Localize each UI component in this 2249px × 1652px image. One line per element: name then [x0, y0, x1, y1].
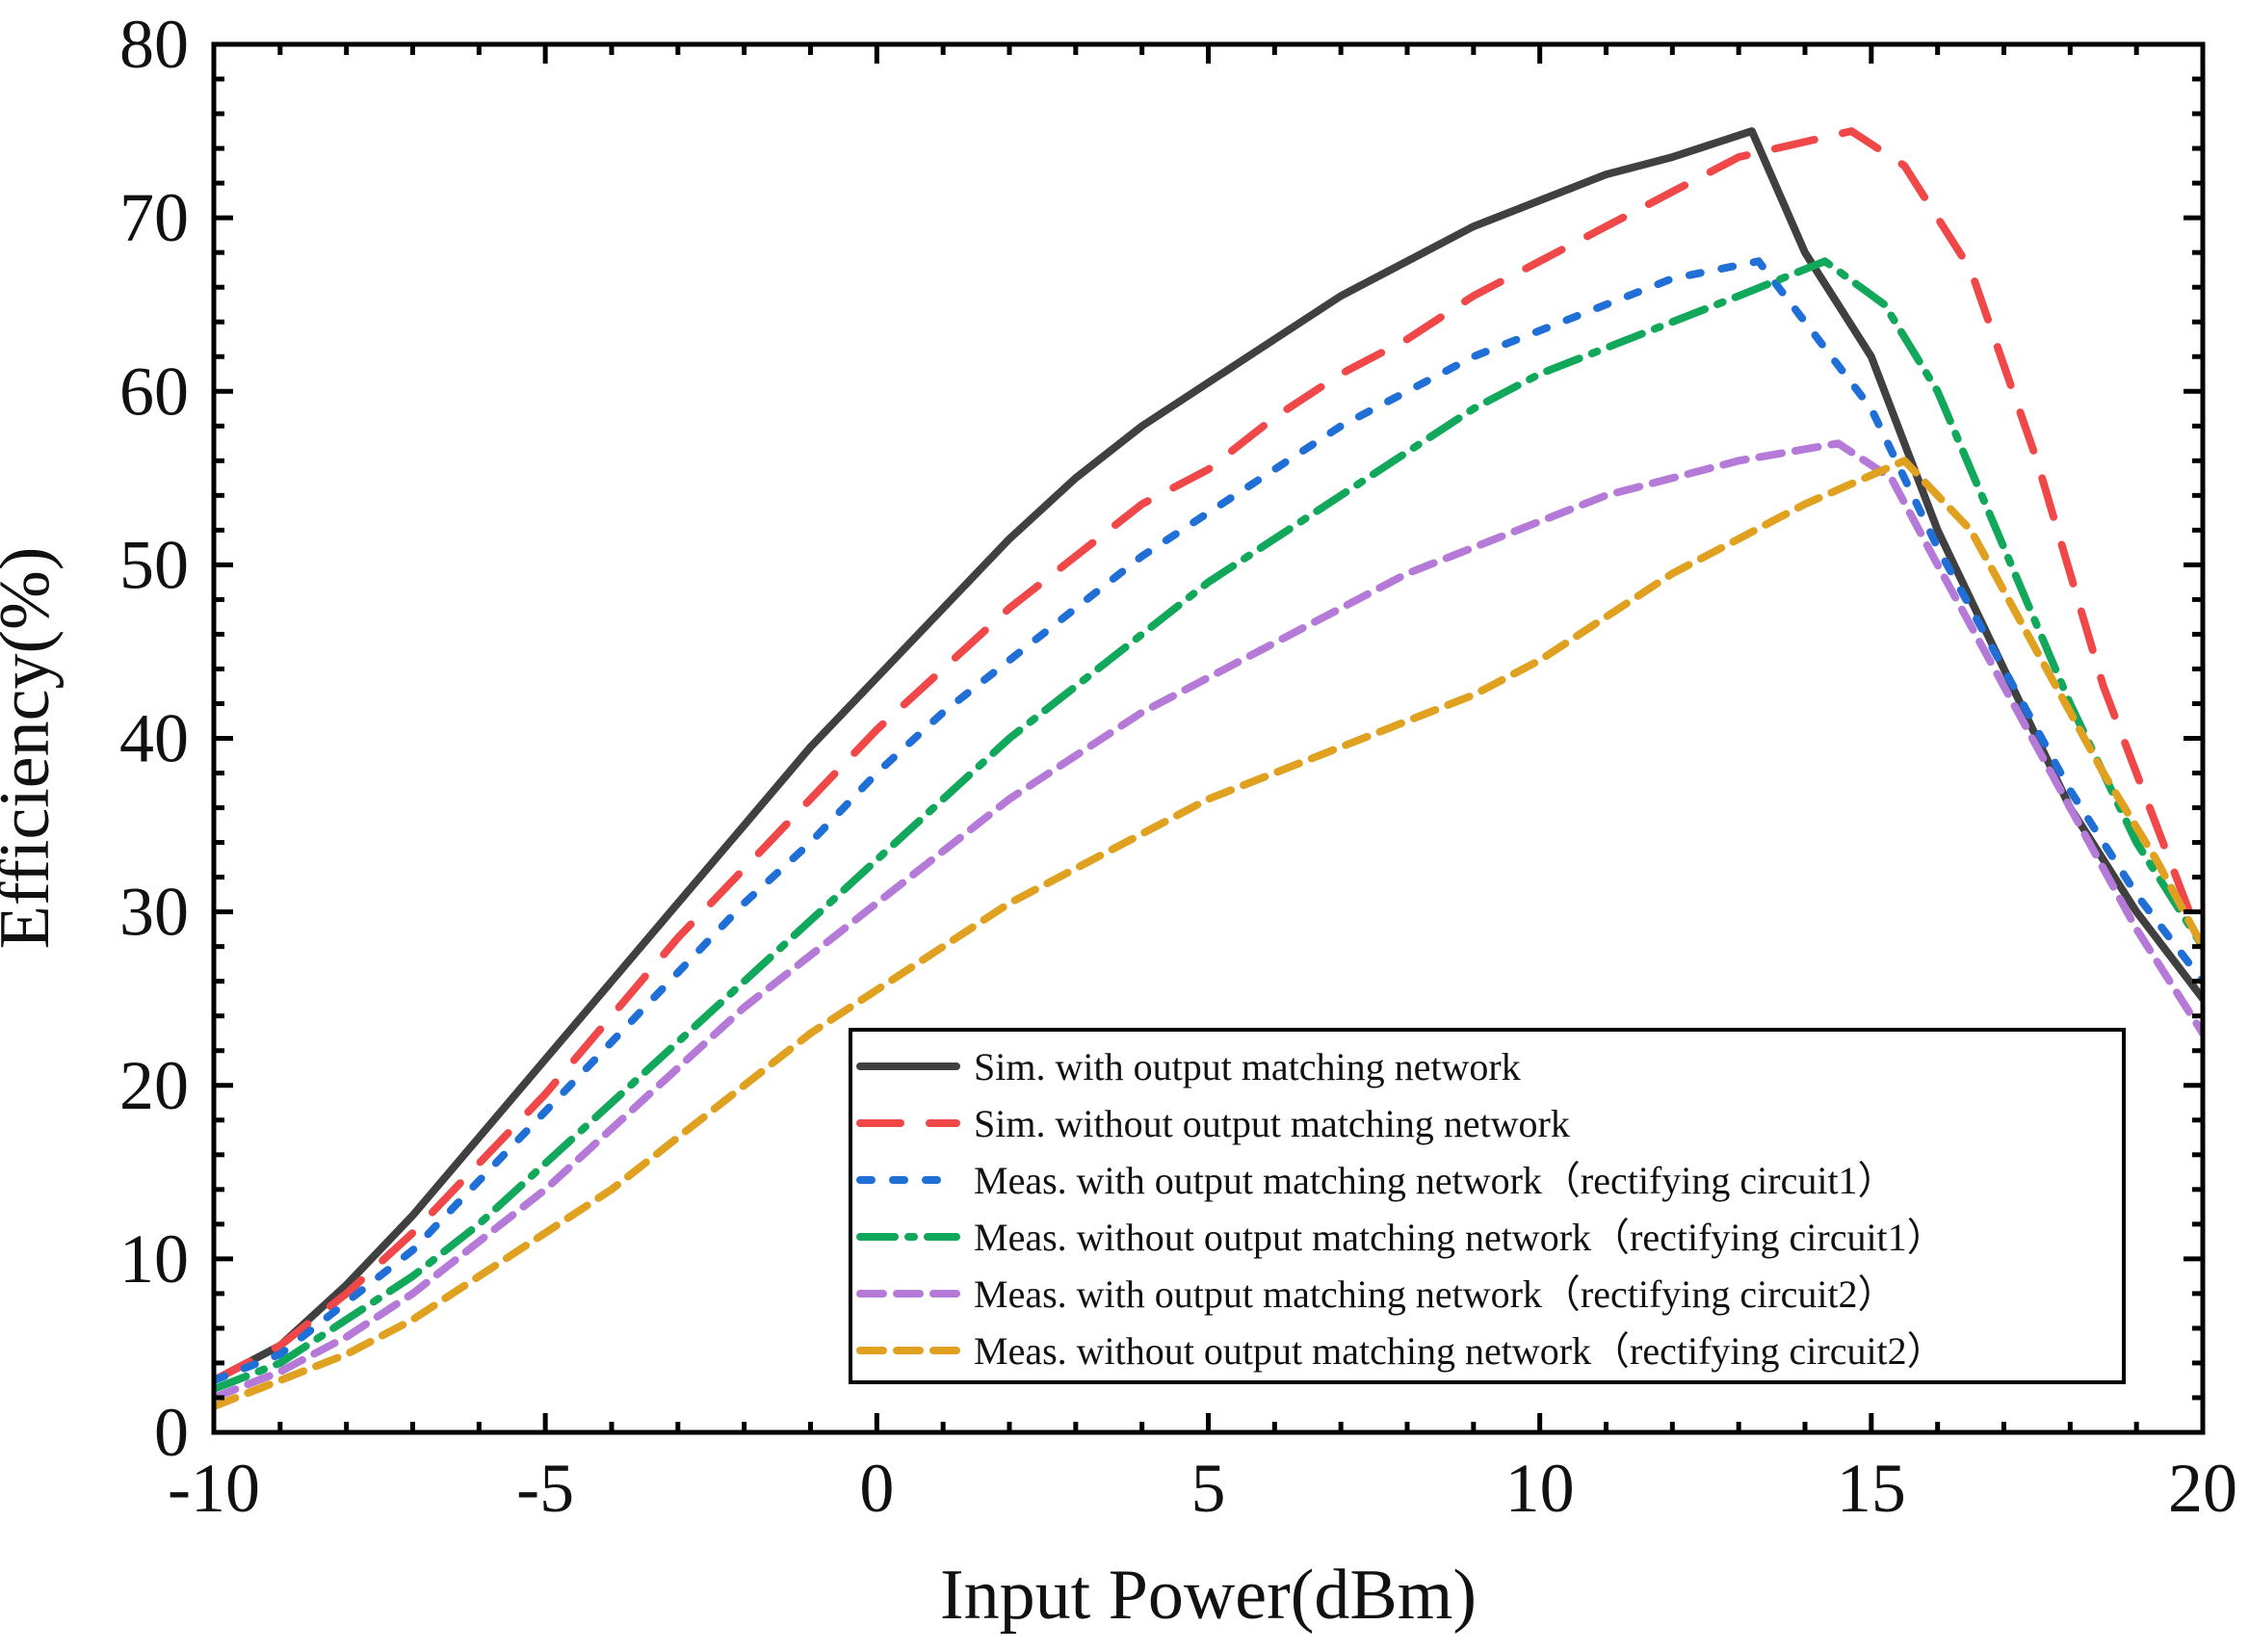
y-tick-label: 10: [119, 1220, 189, 1298]
y-tick-label: 60: [119, 353, 189, 430]
legend-label-4: Meas. without output matching network（re…: [974, 1216, 1946, 1259]
y-tick-label: 50: [119, 526, 189, 603]
plot-area: [214, 127, 2203, 1410]
x-tick-label: 10: [1505, 1450, 1575, 1527]
x-tick-label: -5: [516, 1450, 574, 1527]
x-tick-label: 15: [1837, 1450, 1906, 1527]
legend: Sim. with output matching network Sim. wi…: [849, 1028, 2126, 1384]
legend-label-5: Meas. with output matching network（recti…: [974, 1272, 1896, 1316]
y-tick-label: 40: [119, 700, 189, 777]
legend-label-6: Meas. without output matching network（re…: [974, 1329, 1946, 1373]
y-tick-label: 30: [119, 874, 189, 951]
axes: -10 -5 0 5 10 15 20 0 10 20 30 40 50 60 70 80 Input Powe…: [0, 6, 2237, 1635]
x-tick-label: -10: [168, 1450, 260, 1527]
series-line-4: [214, 257, 2203, 1393]
legend-label-2: Sim. without output matching network: [974, 1102, 1570, 1145]
y-tick-label: 80: [119, 6, 189, 83]
x-tick-label: 5: [1191, 1450, 1226, 1527]
y-tick-label: 20: [119, 1047, 189, 1124]
series-line-1: [214, 127, 2203, 1384]
x-tick-label: 20: [2168, 1450, 2237, 1527]
y-tick-label: 70: [119, 179, 189, 256]
x-tick-label: 0: [859, 1450, 894, 1527]
legend-box: [849, 1028, 2126, 1384]
series-line-6: [214, 457, 2203, 1410]
series-line-2: [214, 127, 2203, 1384]
y-tick-label: 0: [154, 1394, 189, 1471]
x-axis-title: Input Power(dBm): [940, 1556, 1477, 1635]
legend-label-1: Sim. with output matching network: [974, 1045, 1521, 1088]
series-line-3: [214, 257, 2203, 1384]
series-line-5: [214, 439, 2203, 1402]
y-axis-title: Efficiency(%): [0, 547, 65, 950]
legend-label-3: Meas. with output matching network（recti…: [974, 1159, 1896, 1202]
